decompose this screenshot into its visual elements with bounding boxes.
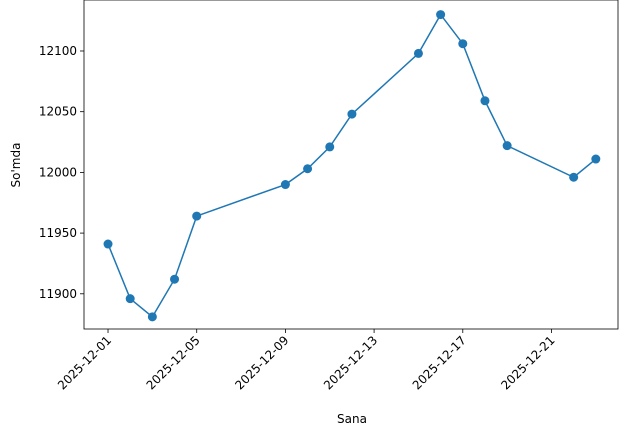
point	[502, 141, 512, 151]
line	[107, 13, 597, 318]
point	[591, 154, 601, 164]
y-tick-label: 12000	[39, 165, 77, 179]
point	[147, 312, 157, 322]
point	[480, 96, 490, 106]
y-tick-label: 12050	[39, 105, 77, 119]
y-tick-label: 11950	[39, 226, 77, 240]
point	[103, 239, 113, 249]
point	[458, 39, 468, 49]
point	[569, 172, 579, 182]
point	[413, 48, 423, 58]
y-axis-label: So'mda	[9, 143, 23, 188]
point	[280, 180, 290, 190]
point	[125, 294, 135, 304]
point	[303, 164, 313, 174]
y-tick-label: 11900	[39, 287, 77, 301]
x-axis-label: Sana	[337, 412, 367, 426]
y-tick-label: 12100	[39, 44, 77, 58]
point	[192, 211, 202, 221]
point	[325, 142, 335, 152]
plot-frame	[83, 0, 619, 330]
point	[436, 10, 446, 20]
point	[347, 109, 357, 119]
point	[170, 274, 180, 284]
